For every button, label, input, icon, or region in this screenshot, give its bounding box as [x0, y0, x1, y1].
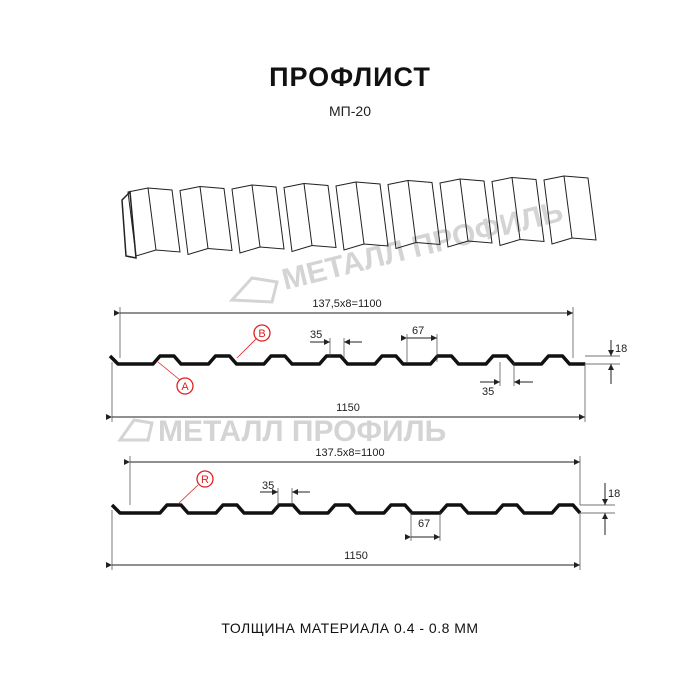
sheet-rib — [335, 181, 389, 251]
profile-a-section — [108, 354, 585, 366]
sheet-rib — [283, 182, 337, 253]
profile-b: 137.5x8=1100 1150 35 67 18 R — [106, 447, 620, 570]
dim-top: 137.5x8=1100 — [315, 447, 384, 459]
sheet-3d-view — [121, 175, 597, 259]
sheet-rib — [387, 179, 441, 250]
marker-r — [196, 470, 214, 488]
dim-height: 18 — [608, 488, 620, 500]
sheet-rib — [127, 187, 181, 257]
dim-pitch: 67 — [412, 325, 424, 337]
sheet-rib — [491, 176, 545, 247]
dim-bottom: 1150 — [344, 550, 368, 562]
profile-a: 137,5x8=1100 1150 35 67 35 18 A B — [106, 298, 627, 422]
marker-b-label: B — [258, 328, 265, 340]
dim-rib-top: 35 — [262, 480, 274, 492]
marker-b — [253, 324, 271, 342]
dim-bottom: 1150 — [336, 402, 360, 414]
marker-a-label: A — [181, 381, 189, 393]
sheet-edge — [121, 190, 137, 259]
dim-top: 137,5x8=1100 — [312, 298, 381, 310]
page-title: ПРОФЛИСТ — [269, 62, 431, 92]
dim-rib-bottom: 35 — [482, 386, 494, 398]
profile-model: МП-20 — [329, 103, 371, 119]
dim-rib-top: 35 — [310, 329, 322, 341]
watermark-logo-icon — [228, 276, 279, 304]
watermark-text: МЕТАЛЛ ПРОФИЛЬ — [158, 415, 446, 448]
sheet-rib — [543, 175, 597, 245]
sheet-rib — [179, 185, 233, 256]
marker-a — [176, 377, 194, 395]
sheet-rib — [231, 184, 285, 254]
dim-height: 18 — [615, 343, 627, 355]
sheet-rib — [439, 178, 493, 248]
marker-r-label: R — [201, 474, 209, 486]
watermark-logo-icon — [117, 418, 154, 442]
dim-pitch: 67 — [418, 518, 430, 530]
material-thickness: ТОЛЩИНА МАТЕРИАЛА 0.4 - 0.8 ММ — [221, 620, 479, 636]
profile-b-section — [110, 503, 582, 515]
